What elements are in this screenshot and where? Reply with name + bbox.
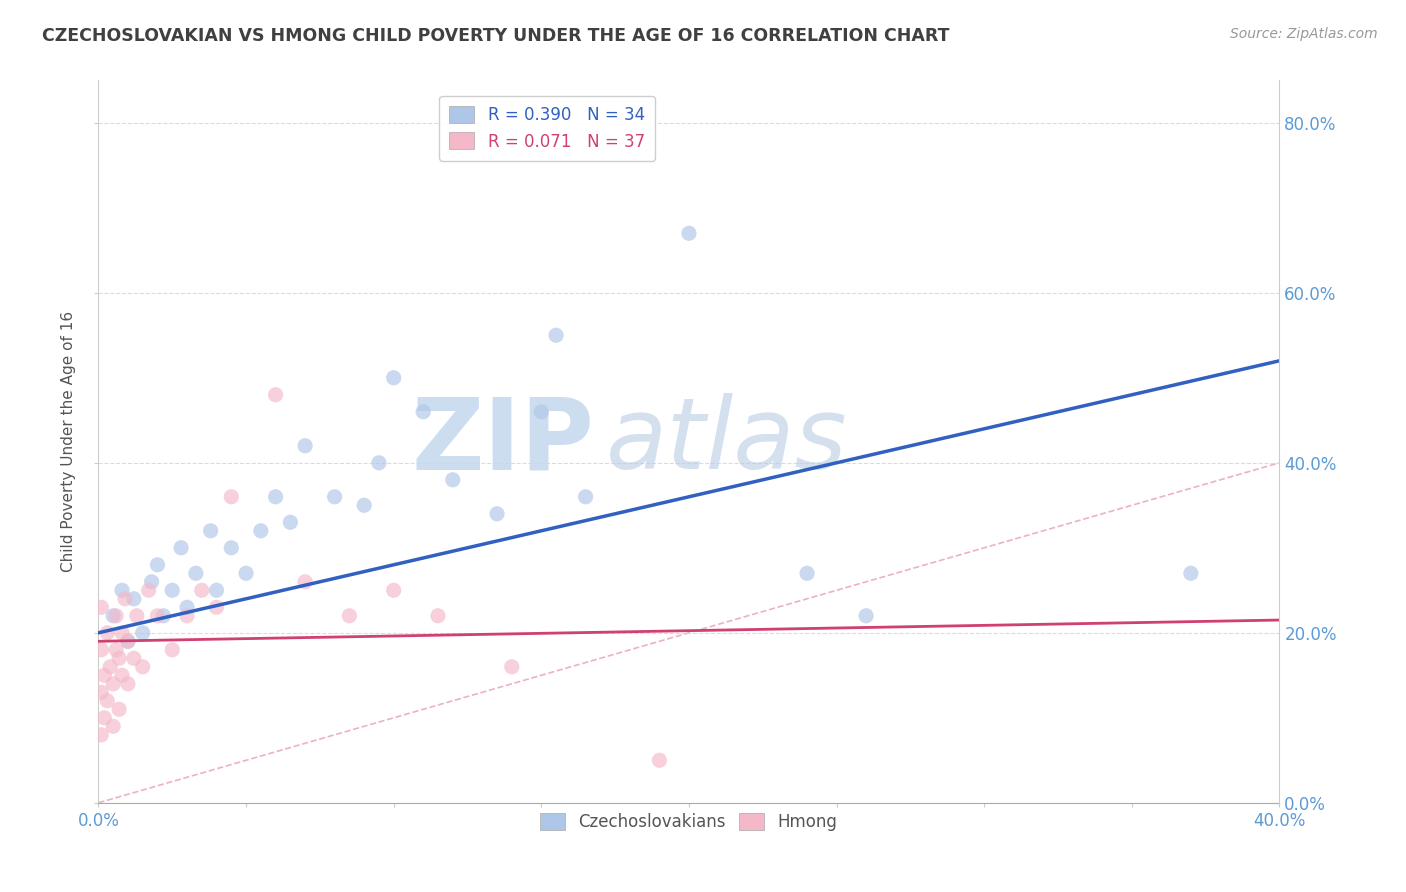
Point xyxy=(96,625,118,640)
Point xyxy=(575,490,598,504)
Legend: Czechoslovakians, Hmong: Czechoslovakians, Hmong xyxy=(534,806,844,838)
Point xyxy=(138,583,160,598)
Point xyxy=(117,634,139,648)
Point xyxy=(146,558,169,572)
Text: CZECHOSLOVAKIAN VS HMONG CHILD POVERTY UNDER THE AGE OF 16 CORRELATION CHART: CZECHOSLOVAKIAN VS HMONG CHILD POVERTY U… xyxy=(42,27,949,45)
Point xyxy=(90,600,112,615)
Point xyxy=(294,574,316,589)
Point xyxy=(96,694,118,708)
Point xyxy=(184,566,207,581)
Point xyxy=(117,634,139,648)
Point xyxy=(176,600,198,615)
Point xyxy=(114,591,136,606)
Point xyxy=(103,608,125,623)
Point xyxy=(264,490,287,504)
Point xyxy=(235,566,257,581)
Point xyxy=(170,541,193,555)
Point xyxy=(191,583,214,598)
Point xyxy=(90,728,112,742)
Point xyxy=(427,608,450,623)
Point xyxy=(132,660,155,674)
Point xyxy=(162,642,183,657)
Point xyxy=(111,583,134,598)
Point xyxy=(339,608,361,623)
Point xyxy=(221,541,243,555)
Point xyxy=(323,490,346,504)
Point xyxy=(530,405,553,419)
Point xyxy=(105,642,128,657)
Point xyxy=(122,591,145,606)
Y-axis label: Child Poverty Under the Age of 16: Child Poverty Under the Age of 16 xyxy=(60,311,76,572)
Point xyxy=(90,642,112,657)
Point xyxy=(108,702,131,716)
Point xyxy=(382,371,405,385)
Point xyxy=(176,608,198,623)
Point xyxy=(382,583,405,598)
Point xyxy=(855,608,877,623)
Point xyxy=(117,677,139,691)
Point xyxy=(98,660,121,674)
Point xyxy=(105,608,128,623)
Point xyxy=(108,651,131,665)
Point xyxy=(368,456,391,470)
Point xyxy=(678,227,700,241)
Text: ZIP: ZIP xyxy=(412,393,595,490)
Point xyxy=(152,608,174,623)
Point xyxy=(162,583,183,598)
Point xyxy=(353,498,375,512)
Point xyxy=(111,625,134,640)
Point xyxy=(141,574,163,589)
Point xyxy=(501,660,523,674)
Point xyxy=(264,388,287,402)
Point xyxy=(103,677,125,691)
Point xyxy=(648,753,671,767)
Point xyxy=(93,668,115,682)
Text: atlas: atlas xyxy=(606,393,848,490)
Point xyxy=(122,651,145,665)
Point xyxy=(486,507,509,521)
Point xyxy=(546,328,568,343)
Point xyxy=(250,524,273,538)
Point xyxy=(441,473,464,487)
Point xyxy=(205,600,228,615)
Point xyxy=(280,516,302,530)
Point xyxy=(412,405,434,419)
Point xyxy=(125,608,148,623)
Point xyxy=(93,711,115,725)
Point xyxy=(221,490,243,504)
Point xyxy=(111,668,134,682)
Point xyxy=(205,583,228,598)
Point xyxy=(146,608,169,623)
Point xyxy=(294,439,316,453)
Text: Source: ZipAtlas.com: Source: ZipAtlas.com xyxy=(1230,27,1378,41)
Point xyxy=(1180,566,1202,581)
Point xyxy=(103,719,125,733)
Point xyxy=(796,566,818,581)
Point xyxy=(200,524,222,538)
Point xyxy=(90,685,112,699)
Point xyxy=(132,625,155,640)
